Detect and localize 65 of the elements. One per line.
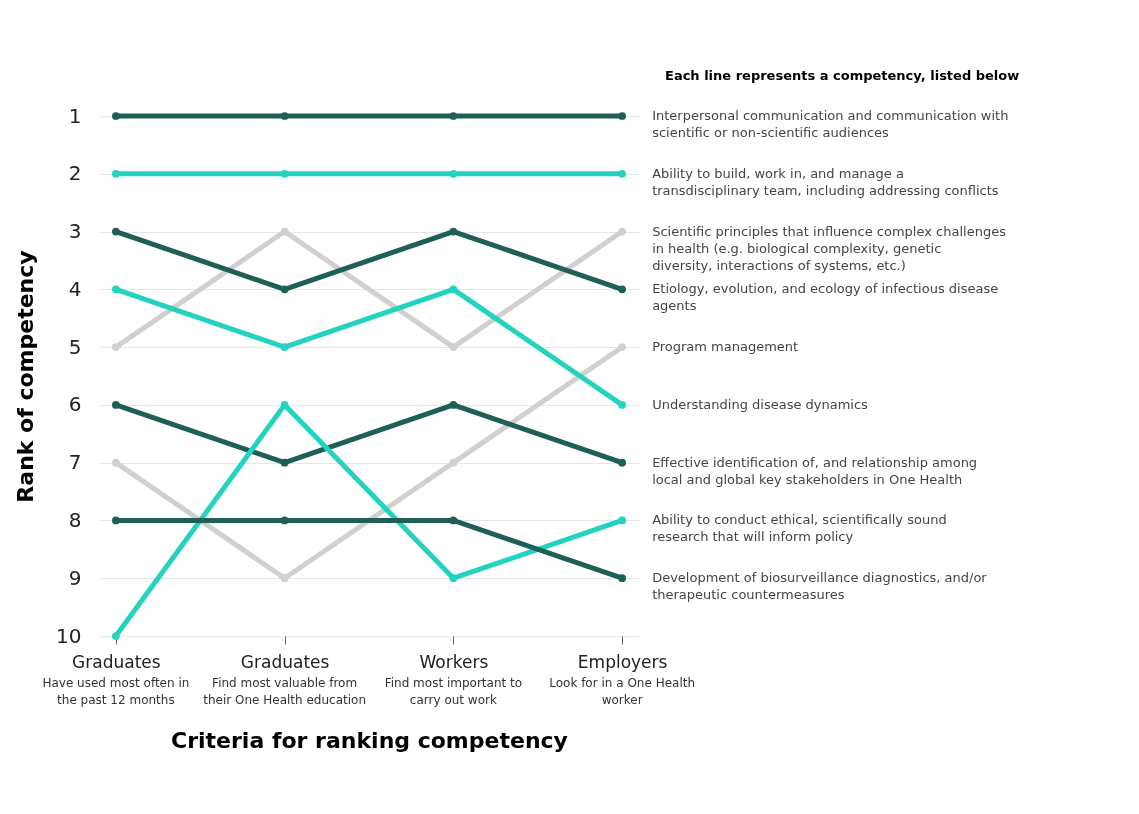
point bbox=[618, 458, 626, 467]
x-tick-label: Workers bbox=[419, 651, 489, 672]
text: Development of biosurveillance diagnostics, and/or therapeutic countermeasures bbox=[652, 570, 988, 603]
point bbox=[280, 516, 289, 525]
y-tick-label: 7 bbox=[68, 450, 82, 475]
y-tick-label: 2 bbox=[68, 161, 82, 186]
point bbox=[449, 343, 458, 351]
point bbox=[449, 516, 458, 525]
point bbox=[112, 401, 120, 409]
y-axis-title: Rank of competency bbox=[13, 250, 39, 503]
y-tick-label: 1 bbox=[68, 103, 82, 128]
text: Ability to build, work in, and manage a transdisciplinary team, including addressing conflicts bbox=[652, 165, 999, 198]
point bbox=[112, 227, 120, 236]
y-tick-label: 3 bbox=[68, 219, 82, 244]
point bbox=[618, 343, 626, 351]
text: Program management bbox=[652, 339, 799, 355]
point bbox=[112, 516, 120, 525]
point bbox=[280, 227, 289, 236]
text: Understanding disease dynamics bbox=[652, 396, 869, 412]
point bbox=[280, 458, 289, 467]
text: Interpersonal communication and communication with scientific or non-scientific audiences bbox=[652, 108, 1009, 140]
point bbox=[449, 401, 458, 409]
point bbox=[280, 169, 289, 178]
text: Find most valuable from their One Health education bbox=[203, 676, 367, 707]
y-tick-label: 8 bbox=[68, 507, 82, 532]
text: Have used most often in the past 12 months bbox=[42, 676, 190, 707]
y-tick-label: 4 bbox=[68, 276, 82, 301]
x-tick-label: Graduates bbox=[240, 651, 330, 672]
point bbox=[112, 112, 120, 120]
legend-title: Each line represents a competency, listed below bbox=[665, 68, 1020, 83]
point bbox=[618, 112, 626, 120]
text: Look for in a One Health worker bbox=[549, 676, 696, 707]
point bbox=[112, 632, 120, 640]
point bbox=[112, 285, 120, 294]
point bbox=[280, 285, 289, 294]
point bbox=[280, 574, 289, 583]
y-tick-label: 10 bbox=[56, 623, 82, 648]
y-tick-label: 9 bbox=[68, 565, 82, 590]
point bbox=[449, 112, 458, 120]
point bbox=[449, 169, 458, 178]
point bbox=[449, 458, 458, 467]
text: Etiology, evolution, and ecology of infectious disease agents bbox=[652, 281, 999, 314]
point bbox=[618, 169, 626, 178]
point bbox=[618, 285, 626, 294]
text: Find most important to carry out work bbox=[384, 676, 523, 707]
text: Scientific principles that influence complex challenges in health (e.g. biological complexity, genetic diversity, interactions of systems, etc.) bbox=[652, 223, 1007, 273]
y-tick-label: 6 bbox=[68, 392, 82, 417]
point bbox=[618, 227, 626, 236]
point bbox=[618, 516, 626, 525]
point bbox=[618, 401, 626, 409]
point bbox=[280, 343, 289, 351]
point bbox=[112, 458, 120, 467]
point bbox=[112, 343, 120, 351]
point bbox=[449, 285, 458, 294]
y-tick-label: 5 bbox=[68, 334, 82, 359]
text: Effective identification of, and relationship among local and global key stakeholders in One Health bbox=[652, 454, 978, 487]
point bbox=[618, 574, 626, 583]
point bbox=[449, 574, 458, 583]
x-tick-label: Employers bbox=[577, 651, 668, 672]
text: Ability to conduct ethical, scientifically sound research that will inform policy bbox=[652, 512, 947, 545]
x-axis-title: Criteria for ranking competency bbox=[171, 727, 568, 753]
point bbox=[280, 112, 289, 120]
point bbox=[449, 227, 458, 236]
point bbox=[112, 169, 120, 178]
x-tick-label: Graduates bbox=[72, 651, 161, 672]
